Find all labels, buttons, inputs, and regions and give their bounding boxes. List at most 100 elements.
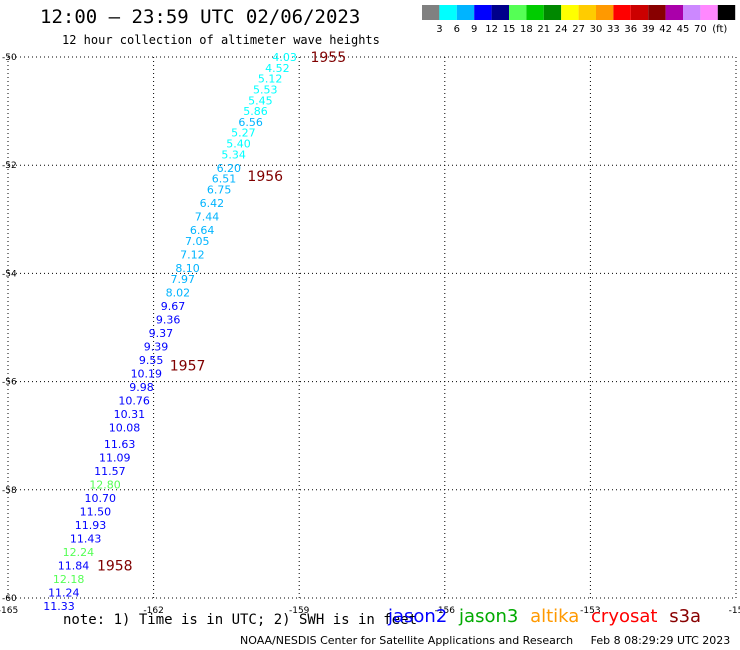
wave-height-label: 4.52: [265, 62, 290, 75]
y-tick-label: -56: [2, 378, 17, 388]
color-scale-label: 45: [677, 24, 690, 35]
credit-org: NOAA/NESDIS Center for Satellite Applica…: [240, 634, 574, 647]
wave-height-label: 9.67: [161, 300, 186, 313]
wave-height-label: 11.09: [99, 451, 131, 464]
wave-height-label: 5.53: [253, 83, 278, 96]
color-swatch: [717, 5, 736, 20]
wave-height-label: 11.24: [48, 587, 80, 600]
credit-line: NOAA/NESDIS Center for Satellite Applica…: [240, 634, 730, 647]
wave-height-label: 11.84: [58, 560, 90, 573]
wave-height-label: 5.27: [231, 127, 256, 140]
color-scale-label: 27: [572, 24, 585, 35]
color-swatch: [474, 5, 492, 20]
wave-height-label: 11.50: [80, 505, 112, 518]
color-scale-label: 70: [694, 24, 707, 35]
page-title: 12:00 – 23:59 UTC 02/06/2023: [40, 6, 361, 28]
wave-height-label: 5.40: [226, 138, 251, 151]
color-swatch: [456, 5, 475, 20]
color-swatch: [648, 5, 666, 20]
color-scale-label: 3: [436, 24, 442, 35]
color-scale-label: 30: [590, 24, 603, 35]
color-scale-label: 39: [642, 24, 655, 35]
grid-lines: [7, 56, 737, 599]
color-swatch: [700, 5, 718, 20]
wave-height-label: 4.03: [272, 51, 297, 64]
color-scale-label: 9: [471, 24, 477, 35]
wave-height-label: 7.44: [195, 211, 220, 224]
footnote: note: 1) Time is in UTC; 2) SWH is in fe…: [63, 612, 418, 628]
time-label: 1956: [247, 169, 283, 185]
wave-height-label: 11.63: [104, 438, 136, 451]
color-scale-label: 33: [607, 24, 620, 35]
x-tick-label: -159: [289, 606, 310, 616]
color-swatch: [630, 5, 649, 20]
wave-height-label: 11.93: [75, 519, 107, 532]
wave-height-label: 5.86: [243, 105, 268, 118]
wave-height-label: 12.24: [63, 546, 95, 559]
color-scale-label: 18: [520, 24, 533, 35]
legend-item-altika: altika: [530, 606, 580, 627]
wave-height-label: 6.20: [217, 162, 242, 175]
color-swatch: [491, 5, 509, 20]
time-label: 1957: [170, 358, 206, 374]
wave-height-label: 8.02: [166, 286, 191, 299]
page-subtitle: 12 hour collection of altimeter wave hei…: [62, 33, 380, 47]
wave-height-label: 5.12: [258, 73, 283, 86]
y-tick-label: -50: [2, 53, 17, 63]
wave-height-label: 10.31: [114, 408, 146, 421]
x-tick-label: -153: [580, 606, 600, 616]
color-swatch: [665, 5, 683, 20]
color-swatch: [683, 5, 701, 20]
y-tick-label: -52: [2, 161, 17, 171]
wave-height-label: 5.34: [221, 148, 246, 161]
color-scale-bar: 3 6 9 12 15 18 21 24 27 30 33 36 39 42 45 70 (ft): [422, 5, 736, 35]
wave-height-label: 11.57: [94, 465, 126, 478]
time-label: 1955: [310, 50, 346, 66]
wave-height-label: 9.55: [139, 354, 164, 367]
legend-item-cryosat: cryosat: [591, 606, 658, 627]
x-tick-label: -156: [435, 606, 456, 616]
color-swatch: [526, 5, 544, 20]
x-tick-label: -15: [729, 606, 740, 616]
color-swatch: [509, 5, 527, 20]
wave-height-label: 9.39: [144, 340, 169, 353]
wave-height-label: 6.56: [238, 116, 263, 129]
color-swatch: [543, 5, 562, 20]
y-tick-label: -54: [2, 269, 17, 279]
y-tick-label: -58: [2, 486, 17, 496]
color-scale-unit: (ft): [712, 24, 727, 35]
wave-height-label: 8.10: [175, 262, 200, 275]
wave-height-label: 11.33: [43, 600, 75, 613]
color-swatch: [596, 5, 614, 20]
wave-height-label: 6.64: [190, 224, 215, 237]
satellite-legend: jason2 jason3 altika cryosat s3a: [388, 606, 707, 627]
x-tick-label: -162: [143, 606, 163, 616]
color-scale-label: 12: [485, 24, 498, 35]
x-tick-label: -165: [0, 606, 18, 616]
wave-height-label: 7.05: [185, 235, 210, 248]
wave-height-label: 12.80: [89, 478, 121, 491]
color-scale-label: 42: [659, 24, 672, 35]
wave-height-label: 12.18: [53, 573, 85, 586]
wave-height-label: 9.98: [129, 381, 154, 394]
color-swatch: [578, 5, 596, 20]
y-tick-label: -60: [2, 594, 17, 604]
wave-height-label: 6.51: [212, 173, 237, 186]
wave-height-label: 10.08: [109, 422, 141, 435]
color-swatch: [422, 5, 440, 20]
wave-height-label: 6.42: [200, 197, 225, 210]
color-scale-label: 15: [503, 24, 516, 35]
time-label: 1958: [97, 559, 133, 575]
color-swatch: [561, 5, 579, 20]
wave-height-label: 7.12: [180, 248, 205, 261]
color-scale-label: 24: [555, 24, 568, 35]
wave-height-label: 5.45: [248, 94, 273, 107]
legend-item-jason2: jason2: [388, 606, 448, 627]
wave-height-label: 11.43: [70, 532, 102, 545]
wave-height-label: 7.97: [170, 273, 195, 286]
wave-height-label: 9.37: [149, 327, 174, 340]
wave-height-label: 9.36: [156, 313, 181, 326]
legend-item-s3a: s3a: [669, 606, 702, 627]
wave-height-label: 10.19: [131, 367, 163, 380]
